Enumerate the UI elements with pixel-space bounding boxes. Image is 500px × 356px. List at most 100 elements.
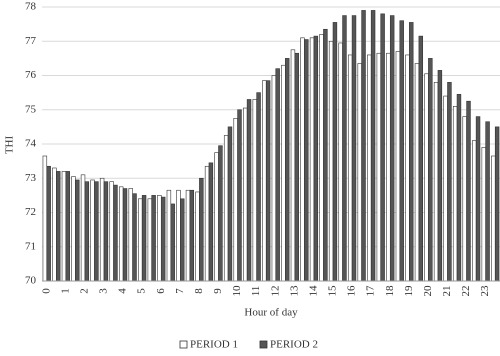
bar [418, 35, 424, 282]
bar [185, 189, 191, 282]
x-tick-label: 5 [136, 288, 148, 294]
y-axis-label: THI [4, 136, 16, 155]
bar [481, 147, 486, 282]
bar [351, 15, 357, 282]
y-tick-label: 78 [25, 1, 37, 13]
bar [265, 80, 271, 282]
bar [281, 64, 286, 282]
legend-label: PERIOD 2 [270, 339, 318, 351]
bar [166, 189, 172, 282]
y-tick-label: 74 [25, 138, 37, 150]
bar [118, 186, 124, 282]
bar [84, 181, 90, 282]
x-tick-label: 23 [479, 285, 491, 297]
bar [475, 116, 481, 282]
bar [361, 10, 366, 282]
bar [395, 51, 401, 282]
bar [189, 189, 195, 282]
bar [462, 116, 467, 282]
bar [386, 52, 391, 282]
bar [138, 198, 143, 282]
x-tick-label: 13 [288, 285, 300, 297]
bar [176, 189, 181, 282]
x-tick-label: 7 [174, 288, 186, 294]
bar [380, 13, 385, 282]
x-tick-label: 15 [327, 285, 339, 297]
bar [271, 75, 277, 282]
x-tick-label: 0 [40, 288, 52, 294]
bar [71, 176, 76, 282]
x-tick-label: 20 [422, 285, 434, 297]
x-tick-label: 6 [155, 288, 167, 294]
bar [323, 28, 328, 282]
bar [452, 106, 458, 282]
bar [409, 22, 414, 282]
x-tick-label: 1 [59, 288, 71, 294]
bar [313, 35, 319, 282]
x-tick-label: 3 [98, 288, 110, 294]
bar [414, 63, 420, 282]
bar [147, 198, 153, 282]
bar [75, 179, 80, 282]
bar [328, 40, 334, 282]
bar [309, 37, 315, 282]
bar [214, 152, 219, 282]
x-tick-label: 11 [250, 286, 262, 297]
x-tick-label: 17 [365, 285, 377, 297]
bar [103, 181, 109, 282]
bar [246, 99, 252, 282]
legend-label: PERIOD 1 [190, 339, 238, 351]
x-axis-label: Hour of day [244, 307, 298, 319]
bar [94, 181, 99, 282]
y-tick-label: 70 [25, 275, 37, 287]
bar [223, 135, 229, 282]
bar [437, 70, 443, 282]
bar [428, 58, 433, 282]
bar [370, 10, 376, 282]
x-tick-label: 10 [231, 285, 243, 297]
x-tick-label: 4 [117, 288, 129, 294]
bar [208, 162, 214, 282]
bar [262, 80, 267, 282]
bar [424, 73, 429, 282]
bar [256, 92, 261, 282]
y-tick-label: 71 [25, 240, 36, 252]
legend-swatch [179, 340, 188, 349]
bar [367, 54, 372, 282]
bar [42, 155, 48, 282]
bar [180, 198, 185, 282]
x-tick-label: 22 [460, 286, 472, 297]
bar [357, 63, 362, 282]
bar [56, 171, 61, 282]
bar [389, 15, 395, 282]
bar [252, 99, 257, 282]
bar [494, 126, 500, 282]
bar [128, 188, 133, 282]
x-tick-label: 2 [78, 288, 90, 294]
y-tick-label: 76 [25, 69, 37, 81]
bar [405, 54, 410, 282]
bar [132, 193, 137, 282]
bar [160, 196, 166, 282]
bar [157, 195, 162, 282]
x-tick-label: 21 [441, 286, 453, 297]
bar [113, 184, 118, 282]
bar [46, 165, 51, 282]
bar [332, 22, 338, 282]
y-tick-label: 77 [25, 35, 37, 47]
bar [61, 171, 67, 282]
x-tick-label: 18 [384, 285, 396, 297]
bar [170, 203, 175, 282]
bar [491, 155, 496, 282]
bar [300, 37, 305, 282]
x-tick-label: 12 [269, 286, 281, 297]
bar [347, 54, 353, 282]
y-tick-label: 73 [25, 172, 37, 184]
bar [472, 140, 477, 282]
bar [294, 52, 299, 282]
bar [65, 171, 70, 282]
bar [319, 34, 324, 282]
bar [456, 94, 462, 282]
y-tick-label: 75 [25, 103, 37, 115]
